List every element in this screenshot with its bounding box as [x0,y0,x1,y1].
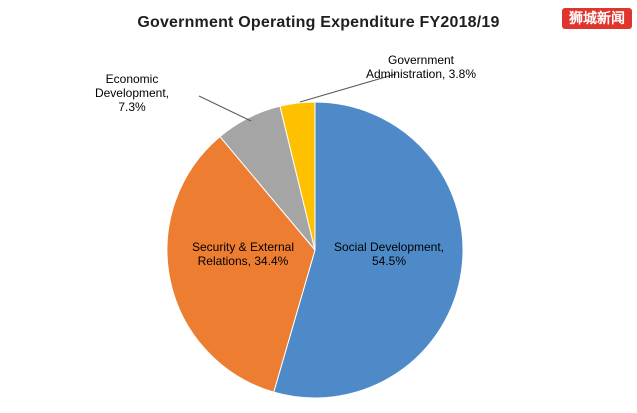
pie-slice-security-external-relations [166,135,316,393]
data-label-security-external-relations: Security & External Relations, 34.4% [191,240,295,269]
data-label-economic-development: Economic Development, 7.3% [94,72,170,115]
watermark-text: 狮城新闻 [569,10,625,26]
watermark-badge: 狮城新闻 [562,8,632,30]
pie-slice-government-administration [279,101,316,251]
pie-slice-social-development [273,101,464,399]
leader-line-economic-development [198,95,252,122]
pie-slices [166,101,464,399]
leader-line-government-administration [299,73,397,103]
data-label-social-development: Social Development, 54.5% [333,240,445,269]
chart-title: Government Operating Expenditure FY2018/… [137,14,500,31]
data-label-government-administration: Government Administration, 3.8% [365,53,477,82]
